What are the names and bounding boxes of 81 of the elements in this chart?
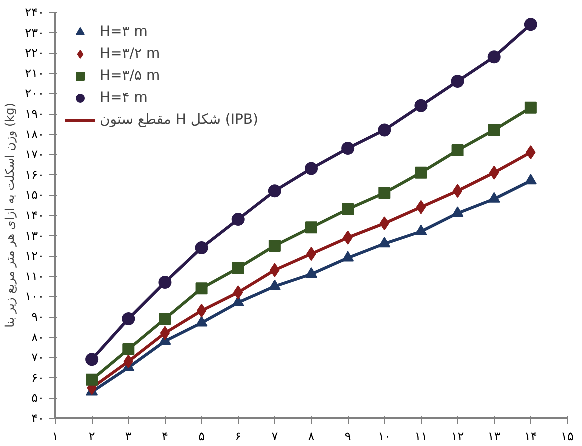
x-tick-label: ۱۲ (451, 430, 464, 444)
legend-label: H=۴ m (100, 90, 148, 106)
y-tick-label: ۶۰ (32, 370, 44, 385)
point (158, 276, 172, 289)
point (195, 241, 208, 254)
y-tick-label: ۹۰ (32, 310, 44, 324)
point (524, 174, 537, 185)
point (86, 374, 98, 386)
x-tick-label: ۵ (198, 430, 206, 444)
point (160, 326, 170, 340)
point (196, 304, 207, 318)
point (378, 124, 392, 137)
y-tick-label: ۱۹۰ (25, 107, 45, 121)
point (306, 268, 318, 278)
x-tick-label: ۶ (235, 430, 242, 444)
point (488, 50, 501, 64)
point (342, 251, 354, 262)
point (159, 313, 172, 326)
y-tick-label: ۱۵۰ (25, 188, 45, 202)
x-tick-label: ۱۳ (488, 430, 502, 444)
point (122, 312, 136, 326)
x-tick-label: ۱۰ (378, 430, 392, 444)
y-tick-label: ۷۰ (32, 350, 44, 365)
point (524, 18, 538, 32)
point (342, 203, 354, 216)
point (86, 353, 99, 366)
point (414, 99, 428, 112)
y-tick-label: ۱۸۰ (25, 127, 45, 142)
y-tick-label: ۵۰ (32, 391, 44, 406)
x-tick-label: ۱ (52, 430, 59, 444)
x-tick-label: ۳ (125, 430, 132, 444)
y-tick-label: ۸۰ (32, 330, 44, 344)
y-tick-label: ۲۱۰ (25, 66, 45, 80)
point (488, 124, 500, 136)
point (268, 280, 281, 290)
y-tick-label: ۱۲۰ (25, 249, 45, 264)
point (196, 316, 208, 327)
point (378, 237, 391, 248)
x-tick-label: ۷ (272, 430, 279, 444)
legend-label: مقطع ستون H شکل (IPB) (100, 112, 259, 128)
y-axis-title: وزن اسکلت به ازای هر متر مربع زیر بنا (kg) (3, 103, 18, 328)
point (452, 144, 464, 157)
y-tick-label: ۱۶۰ (25, 168, 45, 182)
point (232, 213, 245, 226)
y-tick-label: ۱۳۰ (25, 228, 45, 243)
point (305, 162, 318, 176)
point (306, 222, 318, 234)
y-tick-label: ۲۲۰ (25, 46, 45, 60)
y-tick-label: ۱۷۰ (25, 148, 45, 162)
x-tick-label: ۱۱ (414, 430, 428, 444)
legend-label: H=۳/۵ m (100, 68, 160, 84)
point (268, 240, 281, 252)
x-tick-label: ۸ (308, 430, 316, 444)
point (452, 206, 464, 218)
point (451, 75, 464, 88)
x-tick-label: ۱۵ (561, 430, 574, 444)
point (342, 142, 355, 155)
point (524, 102, 537, 114)
y-tick-label: ۲۰۰ (25, 86, 45, 101)
point (415, 166, 428, 179)
point (488, 192, 500, 203)
point (196, 282, 208, 295)
point (268, 184, 282, 198)
y-tick-label: ۲۳۰ (25, 26, 45, 40)
y-tick-label: ۲۴۰ (25, 6, 45, 20)
point (416, 200, 426, 214)
x-tick-label: ۴ (162, 430, 168, 444)
point (122, 343, 135, 356)
y-tick-label: ۱۴۰ (25, 208, 45, 222)
legend-label: H=۳ m (100, 24, 148, 40)
x-tick-label: ۱۴ (524, 430, 538, 444)
legend-label: H=۳/۲ m (100, 46, 160, 62)
y-tick-label: ۴۰ (32, 412, 44, 426)
x-tick-label: ۲ (88, 430, 96, 444)
point (452, 184, 463, 198)
x-tick-label: ۹ (344, 430, 352, 444)
point (378, 187, 391, 200)
y-tick-label: ۱۰۰ (25, 290, 45, 304)
y-tick-label: ۱۱۰ (25, 269, 45, 284)
point (232, 262, 244, 274)
point (415, 224, 428, 236)
